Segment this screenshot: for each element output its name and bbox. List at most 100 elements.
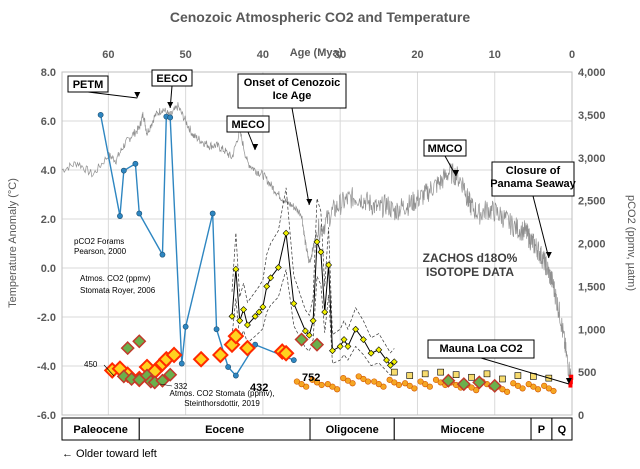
plot-frame [61, 71, 573, 416]
stomata-royer-point [456, 377, 471, 392]
alkenone-point [514, 382, 522, 389]
x-tick-label: 0 [569, 49, 575, 61]
boron-point [386, 361, 394, 369]
y-right-tick-label: 3,000 [578, 153, 606, 165]
boron-point [267, 274, 275, 282]
y-left-tick-label: -2.0 [37, 312, 56, 324]
boron-point [236, 317, 244, 325]
stomata-steinthorsdottir-point [165, 346, 183, 364]
royer-series-label: Stomata Royer, 2006 [80, 286, 156, 295]
boron-point [240, 306, 248, 313]
y-left-tick-label: 0.0 [41, 263, 56, 275]
boron-point [282, 229, 290, 237]
forams-series-label: Pearson, 2000 [74, 247, 127, 256]
boron-point [228, 312, 236, 320]
boron-point [255, 308, 263, 316]
alkenone-point [340, 375, 347, 382]
stomata-steinthorsdottir-point [192, 350, 210, 368]
boron-point [317, 248, 325, 256]
stomata-royer-point [132, 334, 147, 349]
alkenone-point [298, 381, 305, 388]
boron-miocene-point [483, 370, 491, 378]
alkenone-point [530, 383, 537, 390]
value-label-432: 432 [250, 382, 268, 394]
forams-point [290, 357, 297, 364]
alkenone-point [503, 388, 511, 395]
alkenone-point [422, 381, 429, 388]
alkenone-point [541, 382, 548, 389]
alkenone-point [534, 386, 542, 393]
boron-point [263, 282, 271, 290]
alkenone-point [468, 384, 475, 391]
epoch-label: Oligocene [326, 424, 379, 436]
x-tick-label: 20 [411, 49, 423, 61]
annotation-arrowhead [545, 252, 552, 258]
epoch-cell [551, 417, 573, 441]
boron-lower-envelope [231, 269, 395, 376]
alkenone-point [360, 375, 367, 383]
x-axis-label: Age (Mya) [290, 47, 343, 59]
annotation-box [423, 139, 467, 157]
annotation-text: Closure of [506, 165, 561, 177]
boron-miocene-point [390, 368, 398, 376]
alkenone-point [426, 383, 433, 390]
plot-area: -6.0-4.0-2.00.02.04.06.08.005001,0001,50… [37, 49, 606, 441]
boron-point [390, 358, 398, 366]
alkenone-point [309, 376, 316, 383]
boron-point [383, 356, 390, 364]
alkenone-point [380, 383, 387, 390]
annotation-text: MMCO [428, 143, 463, 155]
annotation-box [427, 339, 535, 359]
epoch-label: Miocene [441, 424, 485, 436]
forams-point [120, 167, 127, 174]
value-label-332: 332 [174, 382, 188, 391]
annotation-leader [480, 357, 570, 385]
alkenone-point [329, 383, 336, 390]
alkenone-point [355, 373, 362, 380]
chart-title: Cenozoic Atmospheric CO2 and Temperature [170, 9, 470, 25]
stomata-royer-point [294, 332, 309, 347]
stomata-royer-point [309, 337, 325, 352]
forams-point [132, 160, 139, 167]
forams-point [232, 372, 239, 379]
x-tick-label: 10 [489, 49, 501, 61]
annotation-box [151, 69, 193, 87]
y-left-tick-label: 4.0 [41, 165, 56, 177]
alkenone-point [411, 385, 418, 392]
annotation-text: Mauna Loa CO2 [439, 343, 522, 355]
epoch-label: Eocene [205, 424, 244, 436]
temperature-series-line [61, 102, 573, 388]
y-right-tick-label: 0 [578, 410, 584, 422]
boron-point [367, 349, 375, 357]
alkenone-point [318, 381, 325, 389]
annotation-text: Onset of Cenozoic [244, 77, 341, 89]
mauna-loa-point [568, 378, 573, 385]
annotation-arrowhead [167, 102, 174, 108]
boron-miocene-point [437, 368, 444, 376]
alkenone-point [324, 381, 331, 388]
y-right-tick-label: 1,500 [578, 281, 606, 293]
annotation-box [67, 75, 109, 93]
alkenone-point [519, 385, 526, 392]
boron-point [359, 336, 367, 343]
annotation-text: EECO [156, 73, 188, 85]
boron-upper-envelope [231, 187, 395, 354]
forams-series-label: pCO2 Forams [74, 237, 124, 246]
boron-point [232, 265, 240, 273]
epoch-label: P [538, 424, 545, 436]
alkenone-point [313, 379, 321, 386]
alkenone-point [391, 379, 398, 386]
annotation-box [237, 73, 347, 109]
zachos-series-label: ZACHOS d18O% [423, 251, 518, 265]
x-tick-label: 40 [257, 49, 269, 61]
epoch-label: Q [558, 424, 567, 436]
y-right-tick-label: 2,500 [578, 196, 606, 208]
stomata-steinthorsdottir-point [227, 327, 245, 345]
forams-point [136, 210, 143, 217]
footer-note: ← Older toward left [62, 448, 157, 460]
boron-miocene-point [452, 371, 460, 378]
annotation-box [491, 161, 575, 197]
boron-miocene-point [468, 373, 475, 381]
alkenone-point [417, 378, 424, 385]
